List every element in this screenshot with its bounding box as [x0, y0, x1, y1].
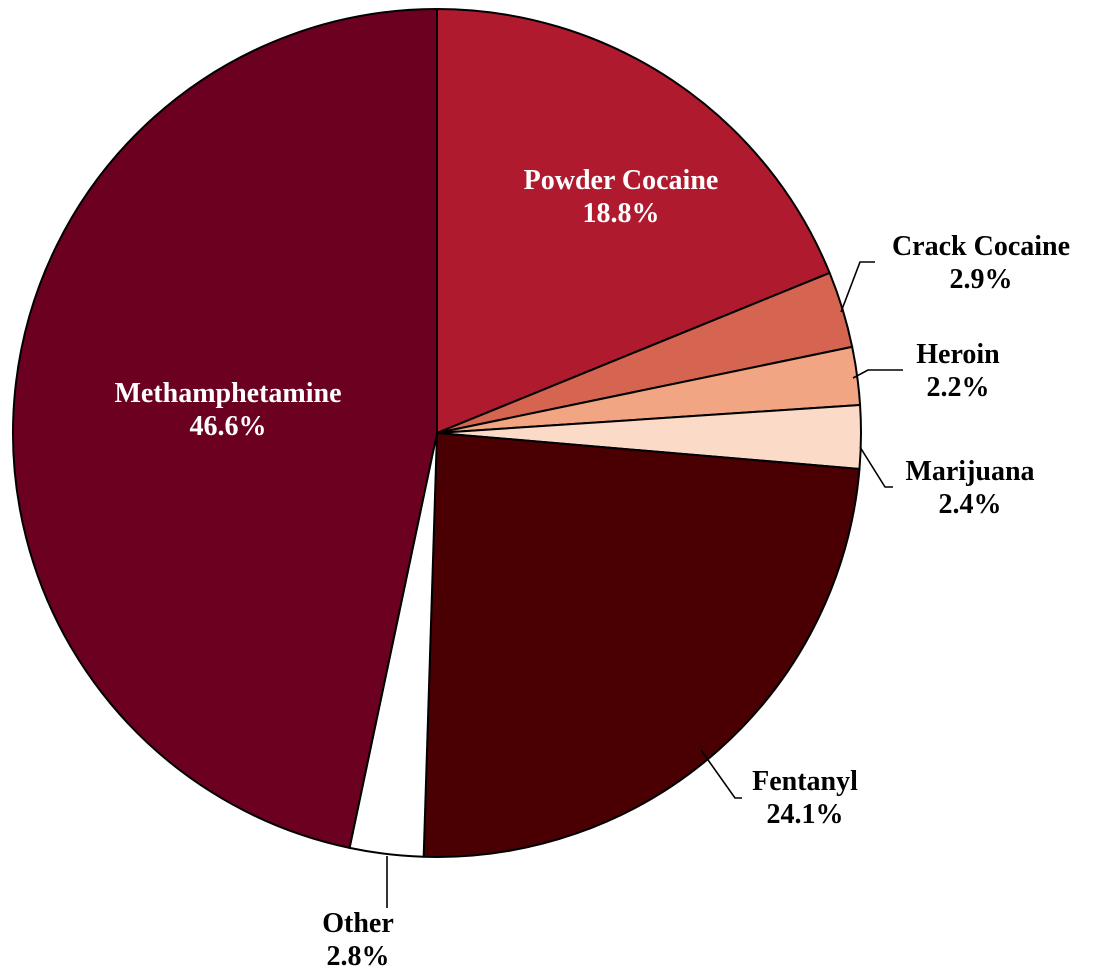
pie-slices [12, 8, 862, 858]
leader-lines [386, 261, 903, 908]
slice-label-crack-cocaine: Crack Cocaine [892, 231, 1070, 262]
slice-label-heroin: Heroin [916, 339, 1000, 370]
slice-label-marijuana: Marijuana [905, 456, 1034, 487]
slice-label-other: Other [322, 908, 394, 939]
slice-value-marijuana: 2.4% [939, 489, 1002, 520]
leader-line-crack-cocaine [840, 261, 875, 313]
slice-methamphetamine [12, 8, 438, 849]
slice-value-methamphetamine: 46.6% [190, 411, 267, 442]
slice-value-crack-cocaine: 2.9% [950, 264, 1013, 295]
slice-label-powder-cocaine: Powder Cocaine [524, 165, 719, 196]
slice-label-fentanyl: Fentanyl [752, 766, 858, 797]
leader-line-marijuana [859, 446, 893, 488]
leader-line-fentanyl [700, 749, 742, 799]
slice-label-methamphetamine: Methamphetamine [114, 378, 341, 409]
slice-value-heroin: 2.2% [927, 372, 990, 403]
slice-fentanyl [422, 432, 861, 858]
leader-line-heroin [852, 369, 903, 379]
slice-powder-cocaine [436, 8, 831, 434]
slice-value-fentanyl: 24.1% [767, 799, 844, 830]
slice-value-other: 2.8% [327, 941, 390, 972]
slice-value-powder-cocaine: 18.8% [583, 198, 660, 229]
